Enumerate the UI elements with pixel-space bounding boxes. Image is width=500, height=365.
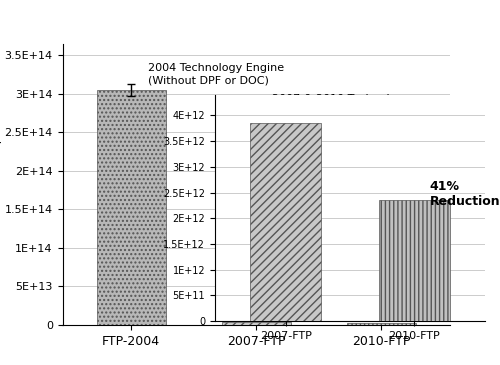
Bar	[379, 200, 450, 321]
Bar	[250, 123, 321, 321]
Bar	[347, 323, 416, 325]
Text: 2004 Technology Engine
(Without DPF or DOC): 2004 Technology Engine (Without DPF or D…	[148, 64, 284, 85]
Bar	[222, 322, 290, 325]
Bar	[97, 90, 166, 325]
Text: 41%
Reduction: 41% Reduction	[430, 180, 500, 208]
Y-axis label: Average Brake-Specific Particle Number
Emissions, Part./bhp-hr: Average Brake-Specific Particle Number E…	[0, 73, 2, 296]
Text: 2007 & 2010 Technology
Engines (No DPF Active
Regeneration): 2007 & 2010 Technology Engines (No DPF A…	[272, 95, 410, 128]
